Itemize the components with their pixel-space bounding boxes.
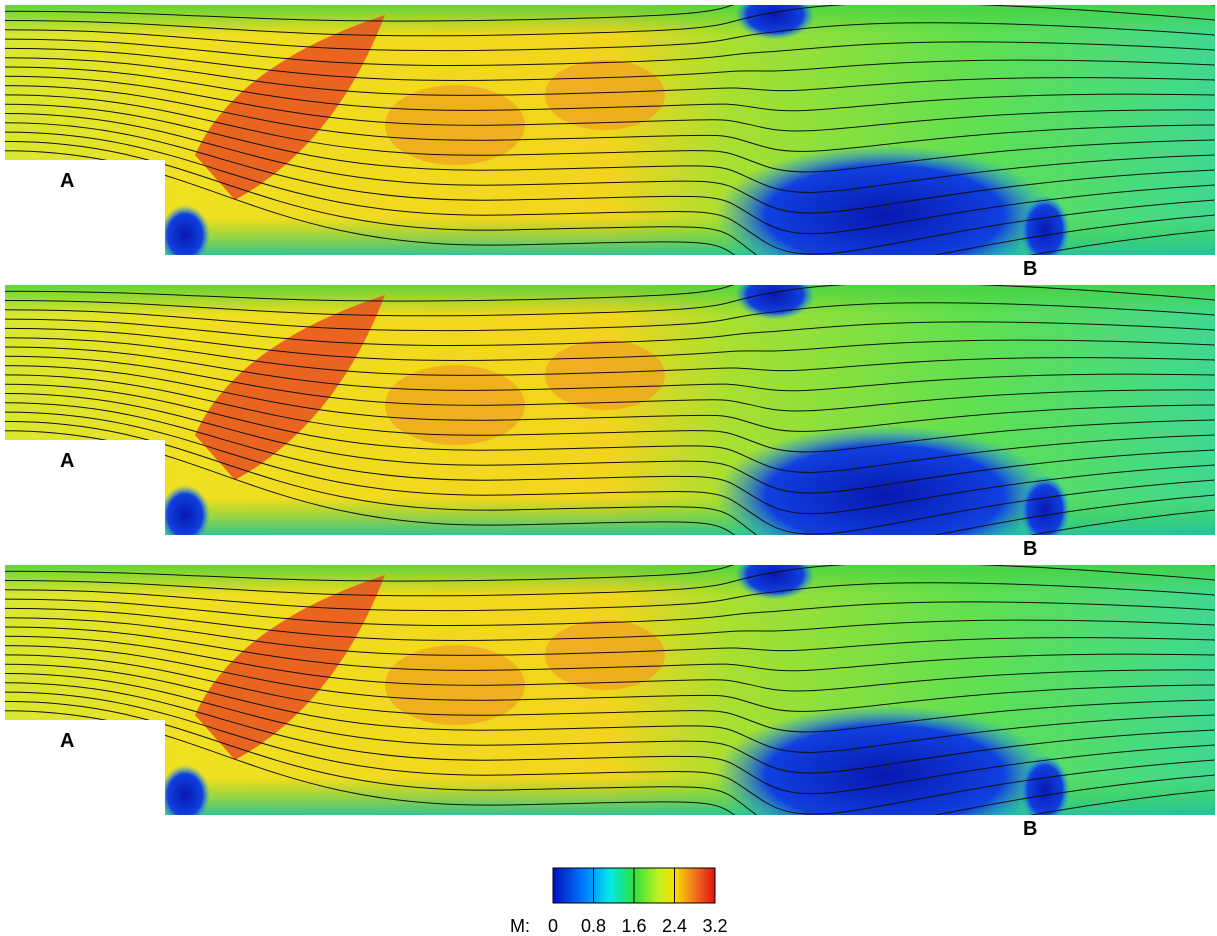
contour-field <box>5 543 1215 855</box>
contour-field <box>5 263 1215 575</box>
contour-panel: AB <box>5 263 1215 575</box>
step-vortex <box>1020 195 1070 265</box>
hot-region <box>545 340 665 410</box>
label-b: B <box>1023 538 1037 560</box>
top-vortex <box>735 270 815 320</box>
label-a: A <box>60 450 74 472</box>
label-b: B <box>1023 818 1037 840</box>
colorbar-tick-label: 1.6 <box>621 916 646 936</box>
hot-region <box>545 60 665 130</box>
colorbar-tick-label: 2.4 <box>662 916 687 936</box>
hot-region <box>545 620 665 690</box>
step-vortex <box>1020 755 1070 825</box>
corner-vortex <box>160 765 210 825</box>
label-b: B <box>1023 258 1037 280</box>
step-vortex <box>1020 475 1070 545</box>
colorbar-label: M: <box>510 916 530 936</box>
colorbar-tick-label: 0 <box>548 916 558 936</box>
corner-vortex <box>160 485 210 545</box>
corner-vortex <box>160 205 210 265</box>
top-vortex <box>735 550 815 600</box>
figure: ABABABM:00.81.62.43.2 <box>0 0 1217 936</box>
label-a: A <box>60 730 74 752</box>
colorbar-tick-label: 3.2 <box>702 916 727 936</box>
label-a: A <box>60 170 74 192</box>
contour-field <box>5 0 1215 295</box>
contour-panel: AB <box>5 543 1215 855</box>
contour-panel: AB <box>5 0 1215 295</box>
colorbar-tick-label: 0.8 <box>581 916 606 936</box>
